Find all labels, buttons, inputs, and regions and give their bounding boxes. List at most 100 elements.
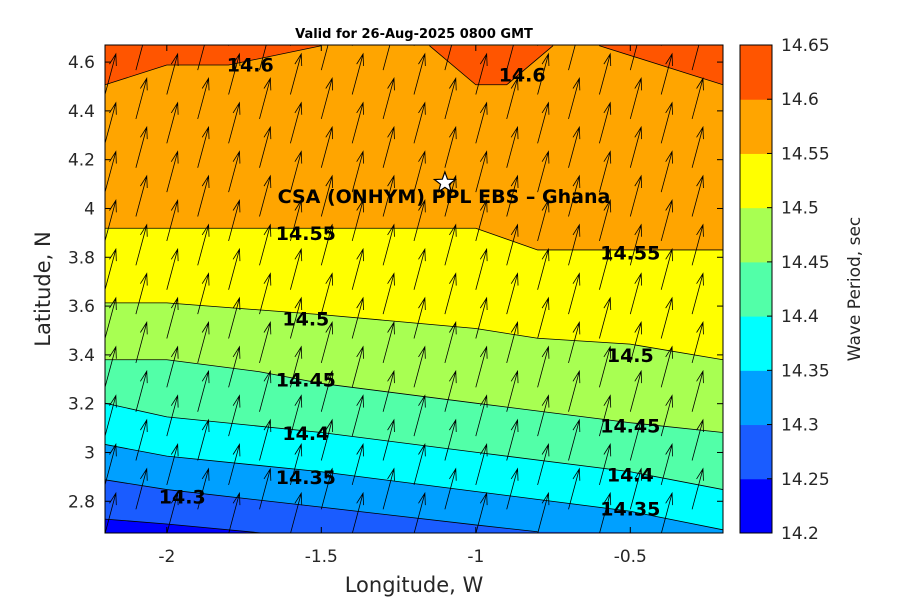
vector-arrow bbox=[135, 174, 148, 217]
vector-arrow bbox=[259, 418, 272, 461]
contour-label: 14.6 bbox=[227, 55, 274, 77]
vector-arrow bbox=[259, 321, 272, 364]
vector-arrow bbox=[537, 101, 550, 144]
vector-arrow bbox=[135, 223, 148, 266]
vector-arrow bbox=[320, 418, 334, 461]
vector-arrow bbox=[722, 288, 723, 290]
vector-arrow bbox=[568, 223, 581, 266]
contour-label: 14.35 bbox=[276, 467, 336, 489]
vector-arrow bbox=[135, 467, 148, 510]
vector-arrow bbox=[197, 174, 210, 217]
x-axis: -2 -1.5 -1 -0.5 bbox=[158, 45, 647, 567]
vector-arrow bbox=[537, 199, 550, 242]
vector-arrow bbox=[629, 272, 643, 315]
colorbar-swatch bbox=[740, 370, 772, 426]
vector-arrow bbox=[320, 321, 334, 364]
colorbar-swatch bbox=[740, 261, 772, 317]
vector-arrow bbox=[228, 150, 241, 193]
vector-arrow bbox=[660, 296, 673, 339]
contour-label: 14.3 bbox=[159, 486, 206, 508]
vector-arrow bbox=[629, 223, 643, 266]
vector-arrow bbox=[475, 345, 488, 388]
vector-arrow bbox=[166, 199, 179, 242]
vector-arrow bbox=[599, 150, 612, 193]
vector-arrow bbox=[568, 125, 581, 168]
vector-arrow bbox=[691, 223, 704, 266]
vector-arrow bbox=[475, 101, 488, 144]
vector-arrow bbox=[629, 77, 643, 120]
x-tick-label: -1 bbox=[467, 547, 484, 567]
contour-label-layer: 14.6 14.6 14.55 14.55 14.5 14.5 14.45 14.45 14.4… bbox=[159, 55, 661, 521]
contour-label: 14.45 bbox=[276, 369, 336, 391]
vector-arrow bbox=[568, 418, 581, 461]
colorbar-tick-label: 14.35 bbox=[781, 361, 830, 381]
band-14.6-1 bbox=[429, 45, 554, 85]
vector-arrow bbox=[722, 532, 723, 533]
vector-arrow bbox=[290, 491, 303, 533]
vector-arrow bbox=[166, 52, 179, 95]
vector-arrow bbox=[351, 101, 364, 144]
colorbar-swatch bbox=[740, 99, 772, 154]
vector-arrow bbox=[351, 443, 364, 486]
vector-arrow bbox=[722, 483, 723, 485]
vector-arrow bbox=[568, 45, 576, 71]
vector-arrow bbox=[506, 77, 519, 120]
x-axis-label: Longitude, W bbox=[345, 573, 484, 597]
colorbar-swatch bbox=[740, 424, 772, 480]
vector-arrow bbox=[382, 77, 395, 120]
vector-arrow bbox=[166, 443, 179, 486]
vector-arrow bbox=[228, 345, 241, 388]
vector-arrow bbox=[228, 491, 241, 533]
vector-arrow bbox=[722, 385, 723, 388]
vector-arrow bbox=[259, 272, 272, 315]
contour-line-14.6 bbox=[105, 45, 322, 86]
vector-arrow bbox=[537, 247, 550, 290]
vector-arrow bbox=[228, 52, 241, 95]
colorbar-frame bbox=[739, 44, 773, 534]
colorbar-tick-label: 14.6 bbox=[781, 90, 819, 110]
vector-arrow bbox=[351, 491, 364, 533]
vector-arrow bbox=[351, 296, 364, 339]
vector-arrow bbox=[475, 491, 488, 533]
vector-arrow bbox=[599, 247, 612, 290]
vector-arrow bbox=[351, 150, 364, 193]
vector-arrow bbox=[382, 174, 395, 217]
vector-arrow bbox=[629, 321, 643, 364]
vector-arrow bbox=[166, 45, 168, 46]
vector-arrow bbox=[197, 125, 210, 168]
y-axis: 2.8 3 3.2 3.4 3.6 3.8 4 4.2 4.4 4.6 bbox=[68, 53, 723, 512]
site-label: CSA (ONHYM) PPL EBS – Ghana bbox=[278, 186, 611, 208]
vector-arrow bbox=[660, 345, 673, 388]
y-tick-label: 3.2 bbox=[68, 395, 95, 415]
vector-arrow bbox=[351, 199, 364, 242]
contour-line-14.4 bbox=[105, 402, 723, 490]
vector-arrow bbox=[105, 101, 117, 144]
vector-arrow bbox=[320, 125, 334, 168]
contour-line-14.45 bbox=[105, 359, 723, 433]
vector-arrow bbox=[228, 394, 241, 437]
contour-label: 14.4 bbox=[607, 464, 654, 486]
vector-arrow bbox=[722, 45, 723, 46]
contour-label: 14.35 bbox=[600, 499, 660, 521]
vector-arrow bbox=[537, 150, 550, 193]
vector-arrow bbox=[105, 52, 117, 95]
vector-arrow bbox=[228, 199, 241, 242]
colorbar-tick-label: 14.3 bbox=[781, 416, 819, 436]
vector-arrow bbox=[320, 223, 334, 266]
contour-label: 14.55 bbox=[600, 242, 660, 264]
vector-arrow bbox=[475, 150, 488, 193]
vector-arrow bbox=[629, 174, 643, 217]
vector-arrow bbox=[197, 321, 210, 364]
vector-arrow bbox=[259, 77, 272, 120]
vector-arrow bbox=[629, 369, 643, 412]
vector-arrow bbox=[382, 321, 395, 364]
vector-arrow bbox=[691, 77, 704, 120]
vector-arrow bbox=[506, 174, 519, 217]
vector-arrow bbox=[413, 345, 426, 388]
colorbar-tick-label: 14.45 bbox=[781, 253, 830, 273]
vector-arrow bbox=[506, 223, 519, 266]
vector-arrow bbox=[599, 199, 612, 242]
vector-arrow bbox=[320, 174, 334, 217]
colorbar-swatch bbox=[740, 45, 772, 100]
